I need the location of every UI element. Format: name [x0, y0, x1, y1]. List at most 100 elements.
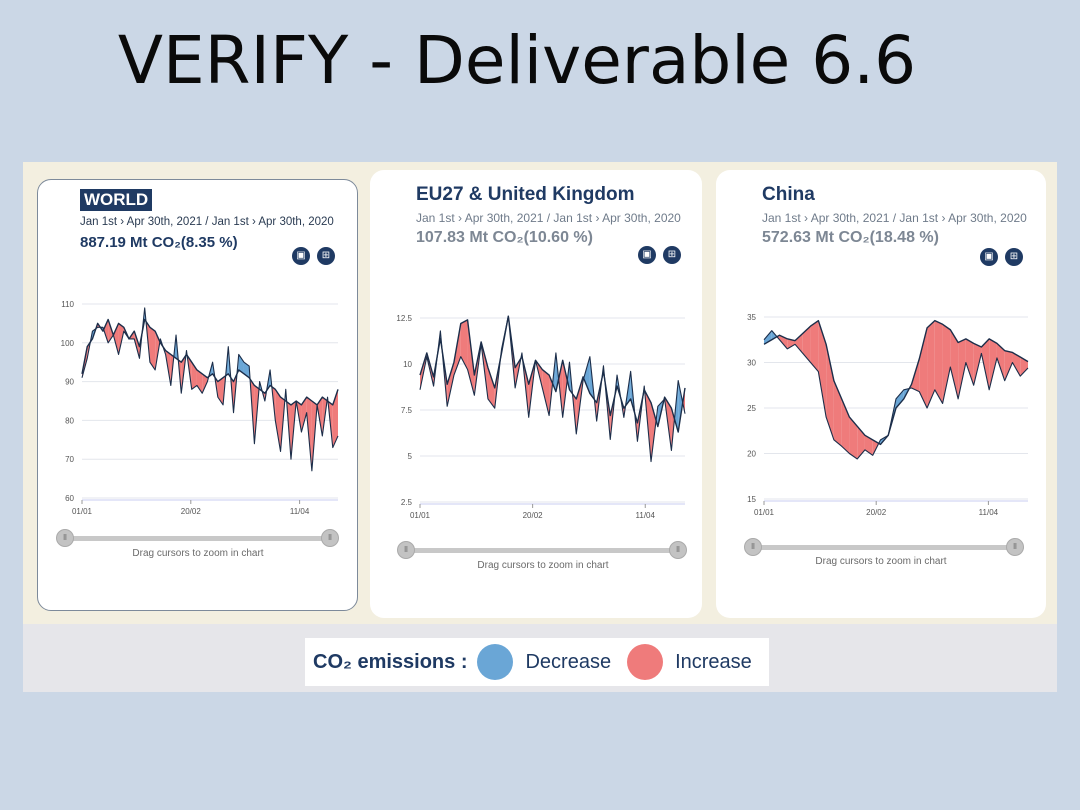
card-period: Jan 1st › Apr 30th, 2021 / Jan 1st › Apr…: [80, 216, 334, 228]
table-view-icon[interactable]: ⊞: [317, 247, 335, 265]
series-line-2020: [419, 315, 686, 463]
image-export-icon[interactable]: ▣: [980, 248, 998, 266]
zoom-slider-track[interactable]: [407, 548, 683, 553]
difference-area: [857, 426, 865, 459]
zoom-handle-left[interactable]: ll: [56, 529, 74, 547]
difference-area: [460, 319, 468, 370]
difference-area: [795, 333, 803, 354]
zoom-handle-left[interactable]: ll: [744, 538, 762, 556]
y-tick-label: 12.5: [396, 314, 412, 323]
legend-title: CO₂ emissions :: [313, 650, 468, 673]
difference-area: [958, 338, 966, 399]
x-tick-label: 01/01: [410, 511, 431, 520]
slide-title: VERIFY - Deliverable 6.6: [117, 22, 917, 99]
x-tick-label: 01/01: [754, 508, 775, 517]
difference-area: [833, 380, 842, 447]
legend-decrease-swatch: [477, 644, 514, 680]
difference-area: [965, 338, 974, 386]
y-tick-label: 110: [61, 300, 74, 309]
legend-increase-label: Increase: [675, 650, 752, 673]
difference-area: [103, 319, 109, 343]
y-tick-label: 7.5: [401, 406, 413, 415]
difference-area: [275, 389, 281, 452]
image-export-icon[interactable]: ▣: [638, 246, 656, 264]
difference-area: [989, 338, 997, 390]
difference-area: [950, 329, 959, 399]
card-period: Jan 1st › Apr 30th, 2021 / Jan 1st › Apr…: [416, 211, 681, 225]
difference-area: [149, 327, 156, 370]
difference-area: [973, 343, 982, 386]
difference-area: [542, 369, 550, 416]
x-tick-label: 11/04: [979, 508, 999, 517]
difference-area: [1004, 350, 1013, 381]
difference-area: [614, 375, 618, 396]
difference-area: [625, 371, 631, 406]
y-tick-label: 90: [65, 378, 74, 387]
card-total: 107.83 Mt CO₂(10.60 %): [416, 229, 593, 246]
difference-area: [802, 326, 811, 363]
zoom-hint: Drag cursors to zoom in chart: [815, 556, 947, 567]
difference-area: [146, 321, 150, 363]
table-view-icon[interactable]: ⊞: [663, 246, 681, 264]
y-tick-label: 5: [408, 452, 413, 461]
x-tick-label: 20/02: [523, 511, 544, 520]
series-line-2020: [81, 307, 339, 472]
y-tick-label: 35: [747, 313, 756, 322]
zoom-slider-track[interactable]: [752, 545, 1024, 550]
dashboard-figure: WORLD Jan 1st › Apr 30th, 2021 / Jan 1st…: [23, 162, 1057, 692]
difference-area: [243, 362, 250, 378]
chart-card-world: WORLD Jan 1st › Apr 30th, 2021 / Jan 1st…: [37, 179, 358, 611]
x-tick-label: 01/01: [72, 507, 93, 516]
difference-area: [238, 354, 244, 374]
card-total: 887.19 Mt CO₂(8.35 %): [80, 234, 238, 251]
zoom-slider-track[interactable]: [64, 536, 332, 541]
difference-area: [849, 417, 858, 459]
zoom-hint: Drag cursors to zoom in chart: [477, 560, 609, 571]
y-tick-label: 60: [65, 494, 74, 503]
table-view-icon[interactable]: ⊞: [1005, 248, 1023, 266]
series-line-2020: [763, 330, 1029, 460]
image-export-icon[interactable]: ▣: [292, 247, 310, 265]
china-chart-plot[interactable]: 15 20 25 30 35 01/01 20/02 11/04: [716, 170, 1046, 618]
difference-area: [589, 356, 595, 400]
difference-area: [818, 320, 827, 418]
zoom-handle-right[interactable]: ll: [321, 529, 339, 547]
difference-area: [447, 362, 454, 407]
difference-area: [678, 380, 683, 433]
world-chart-plot[interactable]: 60 70 80 90 100 110 01/01 20/02 11/04: [38, 180, 359, 612]
difference-area: [787, 338, 796, 349]
zoom-handle-right[interactable]: ll: [669, 541, 687, 559]
difference-area: [810, 320, 819, 372]
series-line-2021: [763, 319, 1029, 446]
card-title: WORLD: [80, 189, 153, 211]
difference-area: [981, 338, 990, 390]
difference-area: [562, 360, 568, 418]
y-tick-label: 10: [403, 360, 412, 369]
zoom-handle-right[interactable]: ll: [1006, 538, 1024, 556]
difference-area: [583, 356, 590, 394]
x-tick-label: 11/04: [636, 511, 656, 520]
difference-area: [572, 393, 577, 434]
zoom-handle-left[interactable]: ll: [397, 541, 415, 559]
difference-area: [927, 320, 935, 408]
legend-decrease-label: Decrease: [525, 650, 612, 673]
x-tick-label: 11/04: [290, 507, 310, 516]
eu27-uk-chart-plot[interactable]: 2.5 5 7.5 10 12.5 01/01 20/02 11/04: [370, 170, 702, 618]
y-tick-label: 20: [747, 450, 756, 459]
difference-area: [271, 386, 276, 421]
difference-area: [1012, 352, 1021, 377]
difference-area: [942, 324, 951, 404]
difference-area: [657, 399, 665, 427]
y-tick-label: 70: [65, 455, 74, 464]
y-tick-label: 30: [747, 359, 756, 368]
zoom-hint: Drag cursors to zoom in chart: [132, 548, 264, 559]
difference-area: [934, 320, 943, 404]
card-title: China: [762, 184, 815, 205]
difference-area: [259, 381, 263, 392]
difference-area: [864, 435, 873, 456]
y-tick-label: 100: [61, 339, 75, 348]
difference-area: [1020, 357, 1028, 377]
legend: CO₂ emissions : Decrease Increase: [305, 638, 769, 686]
legend-increase-swatch: [627, 644, 664, 680]
chart-card-china: China Jan 1st › Apr 30th, 2021 / Jan 1st…: [716, 170, 1046, 618]
